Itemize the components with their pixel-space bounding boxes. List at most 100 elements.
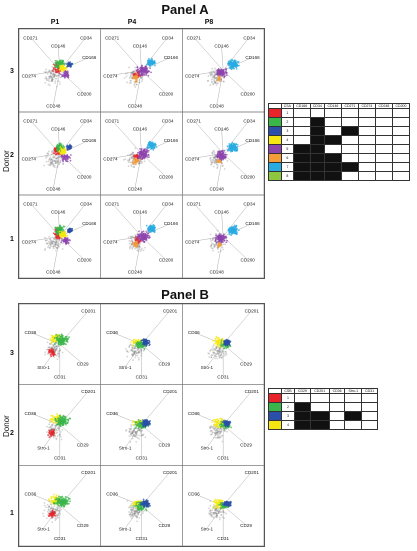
panel-a-marker-label: CD166: [245, 221, 260, 226]
panel-a-key-cell: [310, 109, 324, 118]
panel-a-key-cell: [324, 154, 341, 163]
panel-a-key-cell: [375, 172, 392, 181]
panel-a-key-cell: [375, 136, 392, 145]
panel-b-marker-label: CD29: [158, 523, 170, 528]
panel-b-marker-label: Stro-1: [119, 365, 132, 370]
panel-a-key-cell: [341, 154, 358, 163]
panel-a-key-cell: [324, 136, 341, 145]
panel-b-marker-label: Stro-1: [37, 526, 50, 531]
panel-b-key-cell: [295, 403, 311, 412]
panel-a-marker-label: CD146: [214, 44, 229, 49]
panel-b-key-row: 1: [269, 394, 378, 403]
panel-b-key-cell: [329, 403, 345, 412]
panel-a-marker-label: CD34: [162, 118, 174, 123]
panel-b-marker-label: CD31: [54, 536, 66, 541]
panel-a-key-row-label: 6: [282, 154, 294, 163]
panel-b-key-cell: [310, 412, 329, 421]
panel-b-marker-label: CD201: [245, 389, 260, 394]
panel-a-key-cell: [341, 163, 358, 172]
panel-a-key-row-label: 1: [282, 109, 294, 118]
panel-a-marker-label: CD166: [245, 138, 260, 143]
panel-a-marker-label: CD200: [241, 92, 256, 97]
panel-a-key-color-swatch: [269, 163, 282, 172]
panel-a-key-cell: [324, 109, 341, 118]
panel-a-marker-label: CD200: [77, 175, 92, 180]
panel-b-key-cell: [362, 403, 378, 412]
panel-b-key-cell: [345, 403, 362, 412]
panel-b-marker-label: CD31: [54, 455, 66, 460]
panel-a-key-cell: [392, 127, 409, 136]
panel-b-marker-label: CD31: [54, 375, 66, 380]
panel-a-marker-label: CD146: [214, 127, 229, 132]
panel-a-marker-label: CD34: [243, 35, 255, 40]
panel-a-key-row: 7: [269, 163, 410, 172]
panel-a-key-cell: [358, 154, 375, 163]
panel-a-key-row-label: 2: [282, 118, 294, 127]
panel-a-marker-label: CD146: [133, 210, 148, 215]
panel-b-key-cell: [345, 394, 362, 403]
panel-a-marker-label: CD200: [77, 258, 92, 263]
panel-a-marker-label: CD271: [23, 35, 38, 40]
panel-a-spoke: [112, 203, 141, 236]
panel-b-key-cell: [345, 421, 362, 430]
panel-a-key-cell: [293, 136, 310, 145]
panel-a-col-p8: P8: [194, 19, 224, 26]
panel-a-spoke: [222, 46, 224, 71]
panel-a-marker-label: CD248: [46, 103, 61, 108]
panel-a-key-cell: [293, 127, 310, 136]
panel-b-title: Panel B: [125, 287, 245, 302]
panel-a-marker-label: CD248: [209, 103, 224, 108]
panel-a-marker-label: CD200: [159, 92, 174, 97]
panel-b-marker-label: Stro-1: [119, 526, 132, 531]
panel-a-marker-label: CD166: [82, 221, 97, 226]
panel-b-marker-label: CD201: [245, 308, 260, 313]
panel-a-marker-label: CD166: [82, 55, 97, 60]
panel-b-key-row-label: 4: [282, 421, 295, 430]
panel-a-marker-label: CD146: [133, 127, 148, 132]
panel-a-key-color-swatch: [269, 145, 282, 154]
panel-a-key-row: 3: [269, 127, 410, 136]
panel-b-key-cell: [310, 394, 329, 403]
panel-b-key-row: 4: [269, 421, 378, 430]
panel-a-marker-label: CD248: [46, 269, 61, 274]
panel-a-marker-label: CD146: [214, 210, 229, 215]
panel-b-key-cell: [345, 412, 362, 421]
panel-a-marker-label: CD34: [162, 201, 174, 206]
panel-a-spoke: [112, 120, 141, 153]
panel-a-key-cell: [375, 109, 392, 118]
panel-a-key-cell: [358, 109, 375, 118]
panel-a-key-color-swatch: [269, 136, 282, 145]
panel-b-key-cell: [329, 394, 345, 403]
panel-b-key-row-label: 3: [282, 412, 295, 421]
panel-a-key-cell: [375, 154, 392, 163]
panel-b-key-color-swatch: [269, 412, 282, 421]
panel-a-key-cell: [392, 109, 409, 118]
panel-b-key-color-swatch: [269, 403, 282, 412]
panel-a-key-cell: [341, 118, 358, 127]
panel-b-marker-label: CD201: [81, 389, 96, 394]
panel-a-marker-label: CD146: [133, 44, 148, 49]
panel-b-marker-label: Stro-1: [119, 446, 132, 451]
panel-a-key-cell: [310, 154, 324, 163]
panel-a-marker-label: CD274: [22, 156, 37, 161]
panel-b-marker-label: CD201: [81, 308, 96, 313]
panel-a-key-cell: [392, 154, 409, 163]
panel-b-marker-label: CD29: [158, 362, 170, 367]
panel-b-marker-label: Stro-1: [201, 446, 214, 451]
panel-b-row-2: 2: [10, 430, 14, 437]
panel-a-key-cell: [324, 163, 341, 172]
panel-a-key-cell: [341, 136, 358, 145]
panel-b-marker-label: CD201: [163, 308, 178, 313]
panel-a-key-row-label: 4: [282, 136, 294, 145]
panel-a-key-cell: [293, 172, 310, 181]
panel-a-key-color-swatch: [269, 127, 282, 136]
panel-a-marker-label: CD274: [22, 239, 37, 244]
